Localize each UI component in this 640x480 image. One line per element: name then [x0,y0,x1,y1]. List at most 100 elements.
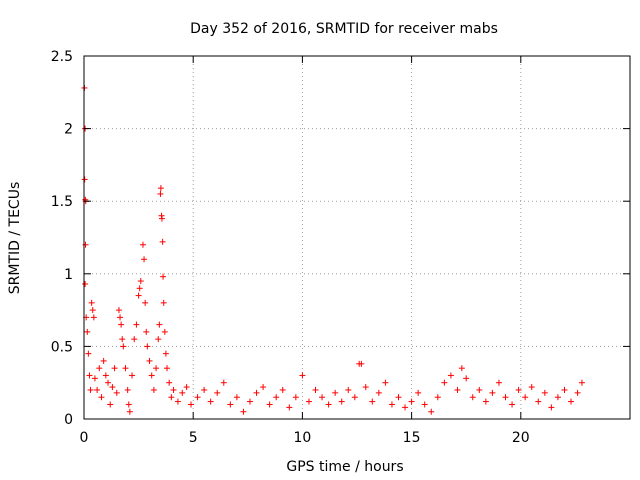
data-point [454,386,461,393]
data-point [88,299,95,306]
data-point [157,190,164,197]
data-point [179,389,186,396]
data-point [421,401,428,408]
data-point [96,365,103,372]
data-point [146,357,153,364]
data-points [81,84,585,415]
data-point [233,394,240,401]
data-point [94,386,101,393]
data-point [428,408,435,415]
data-point [220,379,227,386]
data-point [90,314,97,321]
data-point [136,285,143,292]
data-point [395,394,402,401]
data-point [375,389,382,396]
data-point [382,379,389,386]
data-point [82,241,89,248]
y-axis-title: SRMTID / TECUs [7,182,23,295]
data-point [214,389,221,396]
data-point [554,394,561,401]
chart-title: Day 352 of 2016, SRMTID for receiver mab… [190,21,498,37]
data-point [117,314,124,321]
data-point [402,404,409,411]
x-tick-label: 10 [293,430,311,446]
data-point [188,401,195,408]
data-point [159,238,166,245]
x-tick-label: 0 [80,430,89,446]
data-point [129,372,136,379]
data-point [578,379,585,386]
data-point [156,321,163,328]
data-point [207,398,214,405]
data-point [362,384,369,391]
data-point [458,365,465,372]
data-point [332,389,339,396]
data-point [85,350,92,357]
data-point [408,398,415,405]
data-point [107,401,114,408]
data-point [168,394,175,401]
data-point [163,365,170,372]
data-point [84,328,91,335]
data-point [286,404,293,411]
data-point [122,365,129,372]
data-point [142,299,149,306]
data-point [273,394,280,401]
data-point [548,404,555,411]
y-tick-label: 0.5 [51,339,73,355]
data-point [227,401,234,408]
data-point [87,386,94,393]
grid [84,56,630,419]
data-point [133,321,140,328]
data-point [260,384,267,391]
data-point [113,389,120,396]
data-point [495,379,502,386]
y-tick-label: 2.5 [51,49,73,65]
data-point [153,365,160,372]
data-point [126,408,133,415]
data-point [292,394,299,401]
data-point [148,372,155,379]
data-point [447,372,454,379]
data-point [120,343,127,350]
data-point [170,386,177,393]
data-point [86,372,93,379]
data-point [105,379,112,386]
data-point [415,389,422,396]
data-point [463,375,470,382]
data-point [102,372,109,379]
data-point [118,321,125,328]
data-point [141,256,148,263]
x-tick-label: 15 [403,430,421,446]
data-point [299,372,306,379]
data-point [515,386,522,393]
data-point [351,394,358,401]
data-point [312,386,319,393]
data-point [119,336,126,343]
data-point [109,384,116,391]
data-point [253,389,260,396]
x-tick-label: 5 [189,430,198,446]
data-point [166,379,173,386]
data-point [369,398,376,405]
y-tick-label: 0 [64,412,73,428]
data-point [131,336,138,343]
data-point [111,365,118,372]
data-point [388,401,395,408]
data-point [91,375,98,382]
data-point [162,350,169,357]
data-point [561,386,568,393]
data-point [150,386,157,393]
data-point [246,398,253,405]
x-axis-title: GPS time / hours [286,459,403,475]
y-tick-label: 1 [64,267,73,283]
data-point [338,398,345,405]
data-point [157,185,164,192]
y-tick-label: 1.5 [51,194,73,210]
data-point [115,307,122,314]
x-tick-label: 20 [512,430,530,446]
y-tick-label: 2 [64,122,73,138]
data-point [124,386,131,393]
data-point [568,398,575,405]
